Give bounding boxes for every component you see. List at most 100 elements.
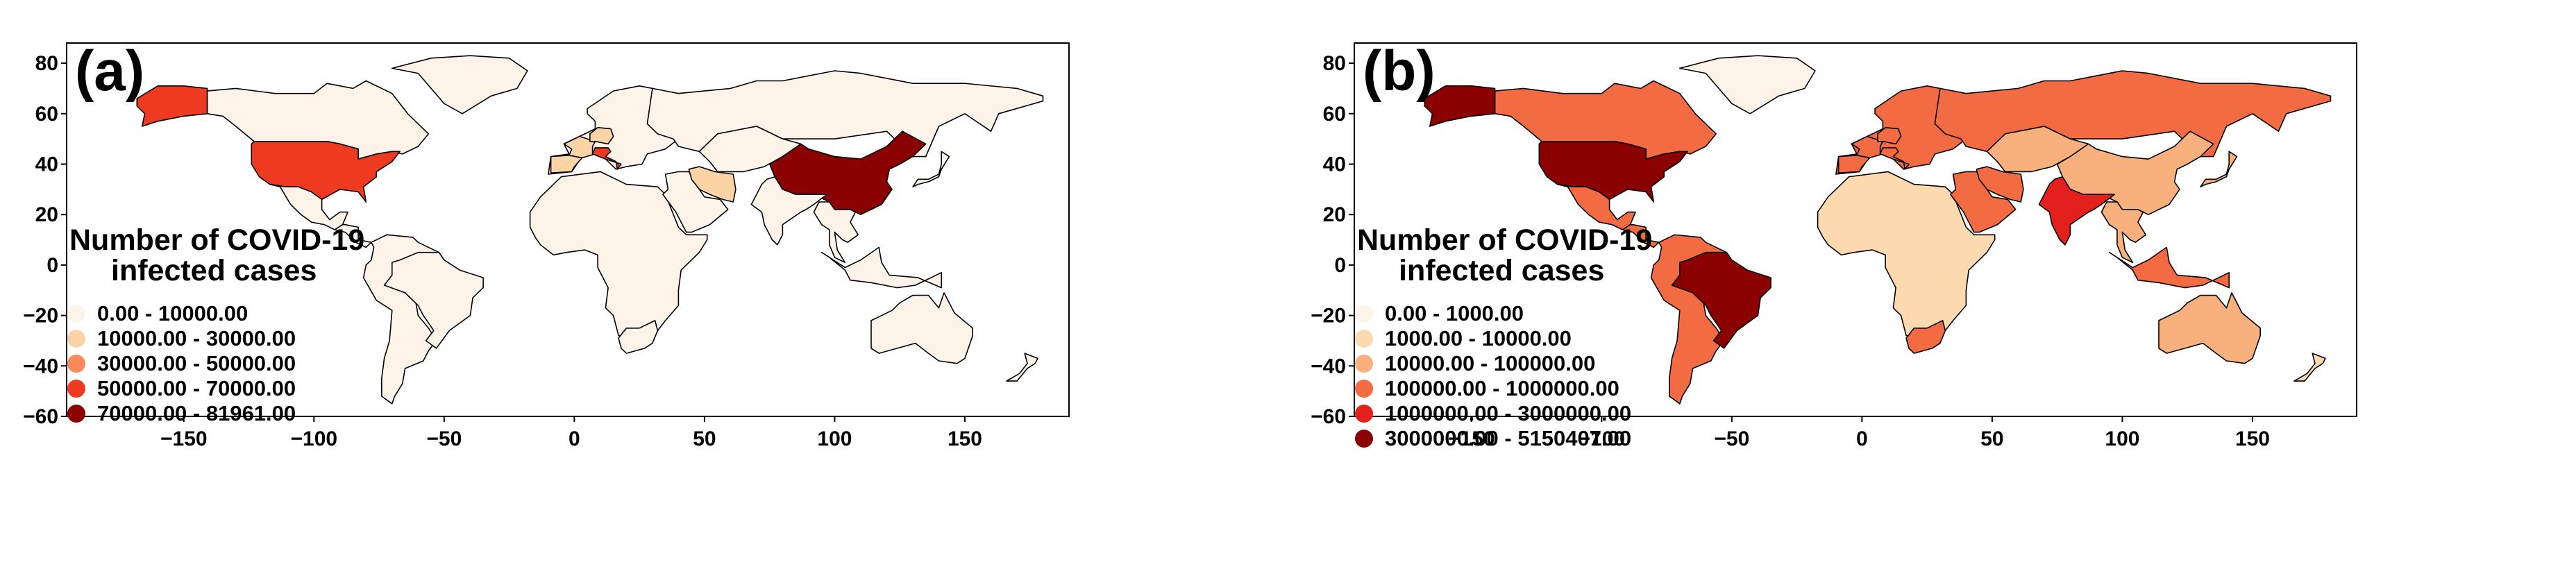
map-b-ytick-label: −20 xyxy=(1311,305,1346,328)
map-a-japan xyxy=(912,151,950,187)
map-a-brazil xyxy=(383,251,484,349)
map-a-italy xyxy=(591,147,622,170)
legend-entry-label: 3000000.00 - 5150407.00 xyxy=(1385,426,1631,450)
map-a-ytick-label: 60 xyxy=(35,103,58,126)
map-a-axes-frame xyxy=(66,42,1070,417)
map-b-xtick-label: 150 xyxy=(2235,427,2270,450)
legend-entry-label: 0.00 - 10000.00 xyxy=(97,301,248,325)
map-b-xtick-label: −100 xyxy=(1579,427,1626,450)
map-b-xtick-label: 50 xyxy=(1980,427,2003,450)
map-a-new-zealand xyxy=(1006,353,1038,382)
panel-a-map: −150 −100 −50 0 50 100 150 80 60 40 20 0 −20 −40 −60 (a… xyxy=(23,40,1070,450)
panel-a-svg: −150 −100 −50 0 50 100 150 80 60 40 20 0 −20 −40 −60 (a… xyxy=(23,40,1070,450)
legend-swatch xyxy=(1355,380,1373,398)
map-a-greenland xyxy=(392,55,528,115)
map-b-countries xyxy=(1424,55,2332,405)
legend-entry-label: 30000.00 - 50000.00 xyxy=(97,351,296,375)
panel-a-label: (a) xyxy=(75,40,144,103)
map-a-ytick-label: 40 xyxy=(35,153,58,176)
map-a-russia xyxy=(646,70,1044,158)
map-a-indonesia xyxy=(820,246,942,289)
map-b-ytick-label: 40 xyxy=(1323,153,1346,176)
map-b-japan xyxy=(2200,151,2238,187)
map-a-iran xyxy=(688,166,736,203)
map-a-xtick-label: 0 xyxy=(569,427,580,450)
map-b-ytick-label: −40 xyxy=(1311,355,1346,378)
legend-swatch xyxy=(67,405,85,423)
map-b-southeast-asia xyxy=(2101,201,2146,264)
map-a-xtick-label: −100 xyxy=(291,427,338,450)
map-b-russia xyxy=(1934,70,2332,158)
map-a-africa xyxy=(529,171,708,337)
map-b-xtick-label: 0 xyxy=(1856,427,1868,450)
map-a-canada xyxy=(206,80,430,160)
panel-b-label: (b) xyxy=(1363,40,1436,103)
legend-entry-label: 70000.00 - 81961.00 xyxy=(97,401,296,425)
legend-entry-label: 100000.00 - 1000000.00 xyxy=(1385,376,1619,400)
map-b-mexico xyxy=(1556,183,1636,230)
map-b-ytick-label: 80 xyxy=(1323,52,1346,75)
map-a-xtick-label: −50 xyxy=(426,427,462,450)
legend-entry-label: 10000.00 - 100000.00 xyxy=(1385,351,1595,375)
map-b-brazil xyxy=(1671,251,1771,349)
map-a-india xyxy=(750,176,827,246)
map-a-xtick-label: 100 xyxy=(817,427,852,450)
legend-title-line: infected cases xyxy=(111,254,317,287)
map-b-axes-frame xyxy=(1354,42,2357,417)
legend-swatch xyxy=(1355,305,1373,323)
map-a-ytick-label: 80 xyxy=(35,52,58,75)
legend-title-line: infected cases xyxy=(1399,254,1604,287)
map-a-australia xyxy=(870,292,973,364)
legend-swatch xyxy=(1355,355,1373,373)
map-a-alaska xyxy=(136,85,208,127)
map-b-india xyxy=(2038,176,2115,246)
legend-entry-label: 1000000.00 - 3000000.00 xyxy=(1385,401,1631,425)
map-b-xtick-label: −150 xyxy=(1448,427,1495,450)
legend-swatch xyxy=(67,355,85,373)
legend-swatch xyxy=(67,305,85,323)
map-b-ytick-label: 20 xyxy=(1323,203,1346,226)
panel-b-map: −150 −100 −50 0 50 100 150 80 60 40 20 0 −20 −40 −60 (b… xyxy=(1288,0,2575,576)
map-b-africa xyxy=(1817,171,1996,337)
legend-swatch xyxy=(67,380,85,398)
map-a-mexico xyxy=(269,183,348,230)
map-a-ytick-label: 20 xyxy=(35,203,58,226)
map-a-southeast-asia xyxy=(813,201,859,264)
legend-entry-label: 1000.00 - 10000.00 xyxy=(1385,326,1572,350)
map-b-xtick-label: 100 xyxy=(2105,427,2139,450)
map-a-ytick-label: −20 xyxy=(23,305,58,328)
legend-title-line: Number of COVID-19 xyxy=(1357,223,1652,257)
map-b-alaska xyxy=(1424,85,1496,127)
map-a-ytick-label: −60 xyxy=(23,405,58,428)
map-b-south-africa xyxy=(1905,320,1946,354)
map-b-germany xyxy=(1877,127,1902,145)
map-a-xtick-label: 150 xyxy=(948,427,982,450)
map-a-germany xyxy=(589,127,614,145)
map-b-iran xyxy=(1976,166,2024,203)
map-a-ytick-label: 0 xyxy=(47,254,58,277)
map-b-italy xyxy=(1879,147,1910,170)
map-b-ytick-label: 0 xyxy=(1334,254,1346,277)
map-a-countries xyxy=(136,55,1044,405)
map-a-xtick-label: −150 xyxy=(160,427,208,450)
panel-b-svg: −150 −100 −50 0 50 100 150 80 60 40 20 0 −20 −40 −60 (b… xyxy=(1311,40,2357,450)
legend-entry-label: 50000.00 - 70000.00 xyxy=(97,376,296,400)
map-a-south-africa xyxy=(618,320,659,354)
map-b-greenland xyxy=(1679,55,1816,115)
map-b-xtick-label: −50 xyxy=(1714,427,1749,450)
legend-swatch xyxy=(1355,405,1373,423)
map-a-ytick-label: −40 xyxy=(23,355,58,378)
legend-swatch xyxy=(1355,430,1373,448)
legend-title-line: Number of COVID-19 xyxy=(69,223,364,257)
map-b-ytick-label: −60 xyxy=(1311,405,1346,428)
map-a-xtick-label: 50 xyxy=(693,427,716,450)
map-b-new-zealand xyxy=(2293,353,2326,382)
legend-swatch xyxy=(67,330,85,348)
map-b-ytick-label: 60 xyxy=(1323,103,1346,126)
map-b-indonesia xyxy=(2108,246,2230,289)
legend-entry-label: 0.00 - 1000.00 xyxy=(1385,301,1524,325)
map-b-canada xyxy=(1494,80,1717,160)
legend-swatch xyxy=(1355,330,1373,348)
map-b-australia xyxy=(2158,292,2261,364)
